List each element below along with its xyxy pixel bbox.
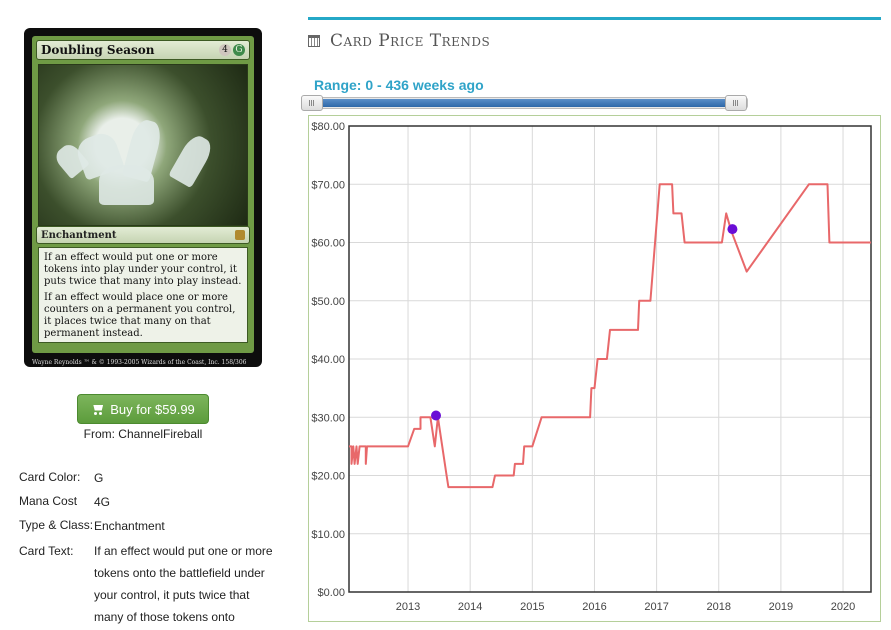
- card-title-bar: Doubling Season 4 G: [36, 40, 250, 60]
- x-tick-label: 2018: [707, 601, 731, 613]
- detail-label: Mana Cost: [19, 494, 78, 508]
- detail-value: 4G: [94, 495, 111, 509]
- mana-cost-symbols: 4 G: [219, 44, 245, 56]
- card-image: Doubling Season 4 G Enchantment If an ef…: [24, 28, 262, 367]
- y-tick-label: $50.00: [311, 296, 345, 308]
- plot-area-border: [348, 125, 872, 593]
- x-tick-label: 2020: [831, 601, 855, 613]
- card-type-line: Enchantment: [41, 229, 117, 241]
- card-artwork: [38, 64, 248, 226]
- detail-label: Type & Class:: [19, 518, 94, 532]
- card-name: Doubling Season: [41, 43, 155, 57]
- detail-value: Enchantment: [94, 519, 165, 533]
- x-tick-label: 2016: [582, 601, 606, 613]
- card-type-bar: Enchantment: [36, 226, 250, 244]
- mana-symbol-generic: 4: [219, 44, 231, 56]
- section-header: Card Price Trends: [308, 31, 490, 51]
- range-slider[interactable]: [302, 97, 748, 109]
- card-details-table: Card Color: G Mana Cost 4G Type & Class:…: [19, 470, 274, 624]
- price-series-line: [349, 183, 871, 489]
- y-tick-label: $60.00: [311, 238, 345, 250]
- x-tick-label: 2019: [769, 601, 793, 613]
- detail-label: Card Color:: [19, 470, 81, 484]
- y-tick-label: $80.00: [311, 121, 345, 133]
- price-point-marker: [431, 410, 441, 421]
- buy-button-label: Buy for $59.99: [110, 401, 195, 417]
- y-tick-label: $0.00: [317, 587, 345, 599]
- range-slider-fill: [313, 99, 735, 107]
- price-chart-svg: $0.00 $10.00 $20.00 $30.00 $40.00 $50.00 $60.0…: [311, 121, 872, 613]
- price-chart: $0.00 $10.00 $20.00 $30.00 $40.00 $50.00 $60.0…: [308, 115, 881, 622]
- shopping-cart-icon: [91, 404, 104, 415]
- y-tick-label: $70.00: [311, 179, 345, 191]
- buy-button[interactable]: Buy for $59.99: [77, 394, 209, 424]
- range-label: Range: 0 - 436 weeks ago: [314, 77, 484, 93]
- card-credit: Wayne Reynolds ™ & © 1993-2005 Wizards o…: [32, 359, 246, 366]
- x-tick-label: 2013: [396, 601, 420, 613]
- y-tick-label: $10.00: [311, 529, 345, 541]
- detail-value: G: [94, 471, 104, 485]
- card-rules-paragraph: If an effect would put one or more token…: [44, 252, 242, 287]
- card-rules-text: If an effect would put one or more token…: [38, 247, 248, 343]
- y-tick-label: $40.00: [311, 354, 345, 366]
- card-copyright: ™ & © 1993-2005 Wizards of the Coast, In…: [83, 359, 247, 366]
- section-title: Card Price Trends: [330, 31, 491, 51]
- card-artist: Wayne Reynolds: [32, 359, 82, 366]
- y-tick-label: $20.00: [311, 471, 345, 483]
- detail-row-mana-cost: Mana Cost 4G: [19, 494, 274, 518]
- set-symbol-icon: [235, 230, 245, 240]
- range-slider-handle-max[interactable]: [725, 95, 747, 111]
- seller-label: From: ChannelFireball: [83, 427, 203, 441]
- range-slider-handle-min[interactable]: [301, 95, 323, 111]
- detail-value: If an effect would put one or more token…: [94, 544, 273, 624]
- x-tick-label: 2015: [520, 601, 544, 613]
- detail-row-card-text: Card Text: If an effect would put one or…: [19, 544, 274, 624]
- y-tick-label: $30.00: [311, 412, 345, 424]
- detail-row-color: Card Color: G: [19, 470, 274, 494]
- section-divider: [308, 17, 881, 20]
- card-rules-paragraph: If an effect would place one or more cou…: [44, 292, 236, 339]
- x-tick-label: 2014: [458, 601, 482, 613]
- detail-label: Card Text:: [19, 544, 74, 558]
- card-face: Doubling Season 4 G Enchantment If an ef…: [32, 36, 254, 353]
- x-tick-label: 2017: [644, 601, 668, 613]
- detail-row-type: Type & Class: Enchantment: [19, 518, 274, 542]
- mana-symbol-green: G: [233, 44, 245, 56]
- calendar-icon: [308, 35, 320, 47]
- price-point-marker: [727, 224, 738, 235]
